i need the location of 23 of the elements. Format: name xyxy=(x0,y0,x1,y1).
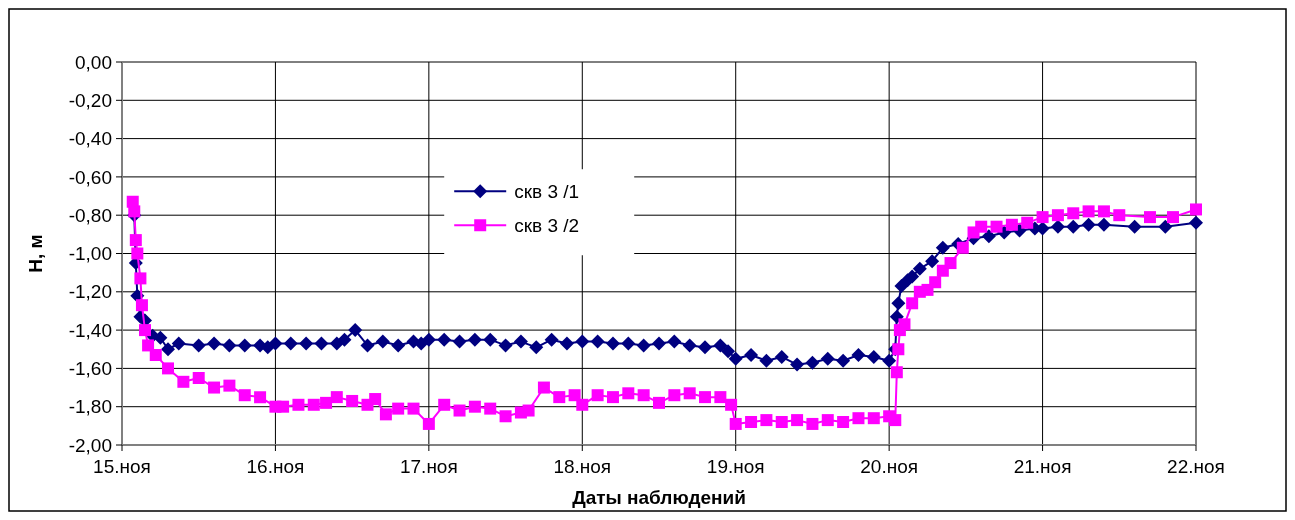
x-tick-label: 21.ноя xyxy=(1013,456,1072,477)
x-axis-title: Даты наблюдений xyxy=(572,487,746,508)
y-tick-label: -0,60 xyxy=(68,166,112,188)
y-tick-label: -1,40 xyxy=(68,319,112,341)
y-tick-label: -1,60 xyxy=(68,358,112,380)
x-tick-label: 19.ноя xyxy=(706,456,765,477)
y-tick-label: -0,80 xyxy=(68,204,112,226)
y-tick-label: -0,20 xyxy=(68,89,112,111)
y-tick-label: -1,80 xyxy=(68,396,112,418)
legend-label: скв 3 /1 xyxy=(514,180,580,202)
legend-label: скв 3 /2 xyxy=(514,214,580,236)
x-tick-label: 20.ноя xyxy=(860,456,919,477)
y-tick-label: -2,00 xyxy=(68,434,112,456)
x-tick-label: 18.ноя xyxy=(553,456,612,477)
y-tick-label: 0,00 xyxy=(75,51,112,73)
y-tick-label: -0,40 xyxy=(68,128,112,150)
x-tick-label: 22.ноя xyxy=(1167,456,1225,477)
y-axis-title: H, м xyxy=(25,234,46,273)
x-tick-label: 15.ноя xyxy=(93,456,151,477)
x-tick-label: 16.ноя xyxy=(246,456,305,477)
y-tick-label: -1,20 xyxy=(68,281,112,303)
x-tick-label: 17.ноя xyxy=(399,456,458,477)
y-tick-label: -1,00 xyxy=(68,243,112,265)
